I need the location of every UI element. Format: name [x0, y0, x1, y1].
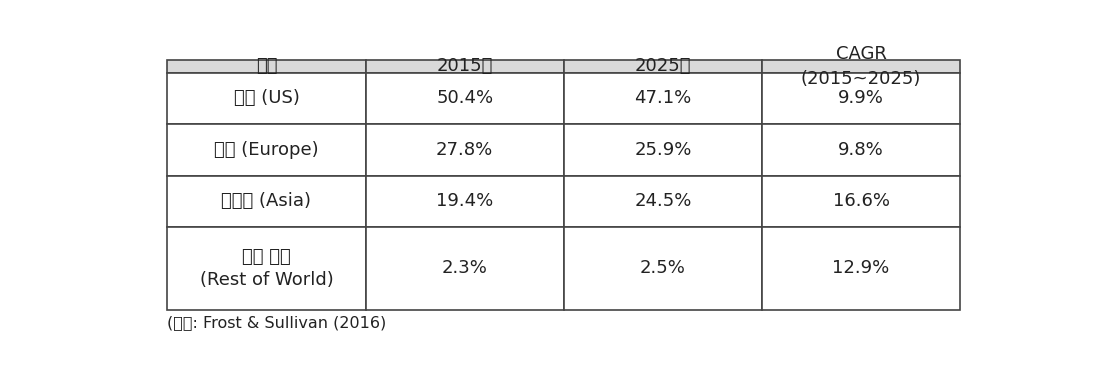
Text: 50.4%: 50.4%: [436, 89, 493, 107]
Text: 9.9%: 9.9%: [838, 89, 884, 107]
Text: 16.6%: 16.6%: [833, 192, 890, 210]
Text: 12.9%: 12.9%: [833, 259, 890, 277]
Text: CAGR
(2015~2025): CAGR (2015~2025): [801, 45, 921, 88]
Bar: [167, 60, 365, 72]
Bar: [762, 60, 960, 72]
Bar: [365, 124, 563, 176]
Text: 아시아 (Asia): 아시아 (Asia): [221, 192, 311, 210]
Bar: [563, 227, 762, 310]
Text: 유럽 (Europe): 유럽 (Europe): [214, 141, 319, 159]
Bar: [762, 124, 960, 176]
Bar: [563, 72, 762, 124]
Bar: [762, 72, 960, 124]
Bar: [365, 176, 563, 227]
Text: 9.8%: 9.8%: [838, 141, 884, 159]
Text: 47.1%: 47.1%: [635, 89, 692, 107]
Bar: [762, 176, 960, 227]
Text: (출처: Frost & Sullivan (2016): (출처: Frost & Sullivan (2016): [167, 315, 386, 330]
Bar: [365, 60, 563, 72]
Text: 2025년: 2025년: [635, 58, 691, 75]
Bar: [167, 124, 365, 176]
Bar: [563, 60, 762, 72]
Bar: [167, 72, 365, 124]
Text: 25.9%: 25.9%: [635, 141, 692, 159]
Text: 2015년: 2015년: [437, 58, 493, 75]
Text: 27.8%: 27.8%: [436, 141, 493, 159]
Text: 24.5%: 24.5%: [635, 192, 692, 210]
Bar: [563, 176, 762, 227]
Bar: [167, 176, 365, 227]
Bar: [365, 227, 563, 310]
Bar: [167, 227, 365, 310]
Text: 2.5%: 2.5%: [640, 259, 685, 277]
Bar: [563, 124, 762, 176]
Text: 기타 지역
(Rest of World): 기타 지역 (Rest of World): [199, 248, 333, 289]
Text: 2.3%: 2.3%: [442, 259, 487, 277]
Bar: [365, 72, 563, 124]
Text: 미국 (US): 미국 (US): [233, 89, 299, 107]
Bar: [762, 227, 960, 310]
Text: 지역: 지역: [255, 58, 277, 75]
Text: 19.4%: 19.4%: [436, 192, 493, 210]
